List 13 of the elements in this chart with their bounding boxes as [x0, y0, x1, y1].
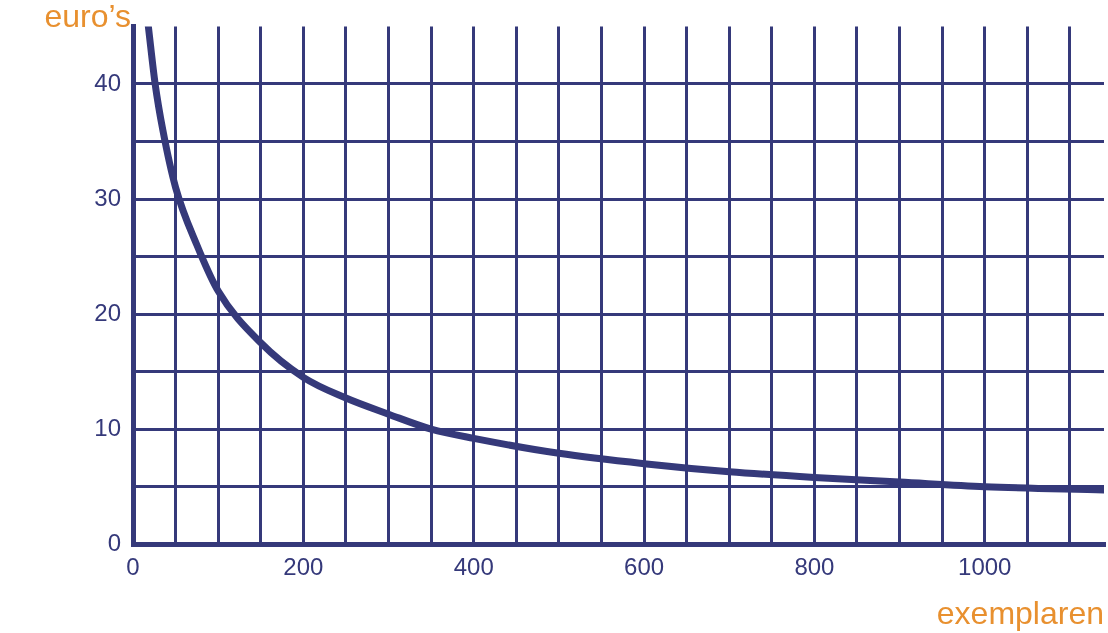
y-axis-title: euro’s [44, 0, 131, 34]
y-tick-label: 40 [94, 68, 121, 96]
y-tick-label: 20 [94, 298, 121, 326]
x-tick-label: 0 [126, 553, 140, 581]
x-tick-label: 400 [453, 553, 494, 581]
y-tick-label: 30 [94, 183, 121, 211]
x-axis-title: exemplaren [936, 594, 1104, 631]
x-tick-label: 600 [624, 553, 665, 581]
x-tick-label: 200 [283, 553, 324, 581]
y-tick-label: 0 [107, 528, 121, 556]
x-tick-label: 800 [794, 553, 835, 581]
y-tick-label: 10 [94, 413, 121, 441]
x-tick-label: 1000 [958, 553, 1012, 581]
